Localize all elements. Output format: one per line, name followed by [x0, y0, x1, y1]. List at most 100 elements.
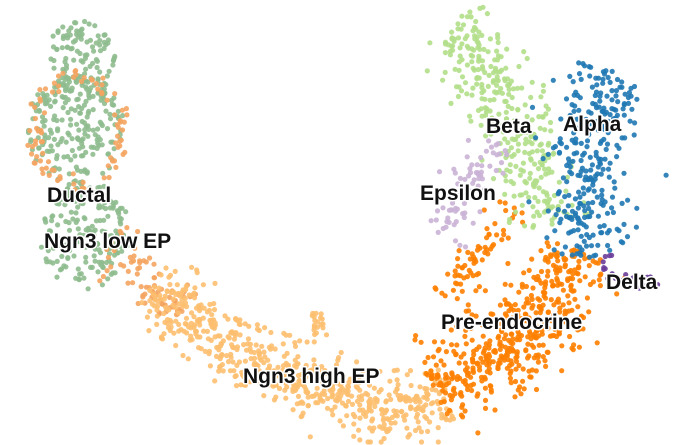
scatter-point: [571, 248, 577, 254]
scatter-point: [314, 385, 320, 391]
scatter-point: [595, 164, 601, 170]
scatter-point: [531, 222, 537, 229]
scatter-point: [176, 328, 182, 334]
scatter-point: [513, 355, 519, 361]
scatter-point: [578, 168, 584, 175]
scatter-point: [143, 284, 149, 290]
scatter-point: [360, 368, 366, 374]
series-pre-endocrine: [412, 199, 628, 436]
scatter-point: [470, 369, 477, 375]
scatter-point: [377, 424, 383, 430]
scatter-point: [607, 79, 613, 85]
scatter-point: [462, 333, 468, 339]
scatter-point: [586, 128, 593, 134]
scatter-point: [290, 386, 296, 392]
scatter-point: [495, 141, 501, 147]
scatter-point: [430, 382, 436, 388]
scatter-point: [618, 239, 624, 245]
scatter-point: [115, 108, 121, 114]
scatter-point: [450, 387, 456, 393]
scatter-point: [78, 271, 84, 277]
scatter-point: [228, 330, 234, 336]
scatter-point: [474, 75, 480, 82]
scatter-point: [523, 136, 529, 142]
scatter-point: [78, 33, 84, 39]
scatter-point: [590, 178, 596, 185]
scatter-point: [526, 328, 533, 335]
scatter-point: [92, 258, 98, 264]
scatter-point: [468, 325, 474, 331]
scatter-point: [455, 93, 461, 100]
scatter-point: [485, 49, 491, 55]
scatter-point: [310, 371, 316, 377]
scatter-point: [427, 419, 433, 425]
scatter-point: [307, 434, 313, 440]
scatter-point: [436, 169, 443, 175]
scatter-point: [87, 186, 93, 192]
scatter-point: [87, 237, 94, 243]
scatter-point: [459, 41, 465, 47]
scatter-point: [462, 36, 468, 42]
scatter-point: [455, 256, 461, 262]
scatter-point: [502, 136, 508, 142]
scatter-point: [81, 215, 87, 221]
scatter-point: [206, 348, 212, 354]
scatter-point: [158, 272, 164, 278]
scatter-point: [511, 137, 517, 143]
scatter-point: [484, 11, 490, 17]
scatter-point: [388, 396, 394, 403]
scatter-point: [498, 160, 505, 166]
scatter-point: [452, 66, 458, 72]
scatter-point: [632, 120, 638, 126]
scatter-point: [81, 75, 87, 81]
scatter-point: [179, 297, 185, 303]
scatter-point: [253, 342, 259, 348]
scatter-point: [519, 284, 526, 290]
scatter-point: [476, 56, 482, 62]
scatter-point: [563, 96, 570, 102]
scatter-point: [345, 392, 351, 398]
scatter-point: [363, 413, 369, 419]
scatter-point: [73, 210, 79, 216]
scatter-point: [488, 311, 494, 317]
scatter-point: [349, 401, 356, 407]
scatter-point: [625, 100, 632, 106]
scatter-point: [474, 393, 480, 399]
scatter-point: [147, 308, 153, 314]
scatter-point: [513, 128, 519, 134]
scatter-point: [533, 135, 539, 141]
scatter-point: [388, 420, 394, 426]
scatter-point: [262, 354, 268, 360]
scatter-point: [367, 396, 373, 402]
scatter-point: [261, 393, 267, 399]
scatter-point: [628, 85, 634, 91]
scatter-point: [584, 138, 591, 144]
scatter-point: [202, 348, 208, 354]
scatter-point: [219, 352, 225, 358]
scatter-point: [574, 270, 580, 276]
scatter-point: [506, 91, 512, 97]
scatter-point: [74, 121, 80, 127]
scatter-point: [357, 402, 363, 408]
scatter-point: [605, 275, 611, 282]
scatter-point: [570, 288, 576, 294]
scatter-point: [80, 179, 86, 185]
scatter-point: [509, 331, 515, 337]
scatter-point: [212, 378, 218, 384]
scatter-point: [200, 282, 206, 288]
scatter-point: [418, 339, 424, 345]
scatter-point: [468, 118, 474, 124]
scatter-point: [45, 248, 51, 254]
scatter-point: [593, 75, 599, 81]
scatter-point: [490, 122, 496, 128]
scatter-point: [506, 308, 512, 314]
scatter-point: [586, 64, 592, 70]
scatter-point: [528, 134, 534, 140]
scatter-point: [108, 264, 114, 270]
scatter-point: [259, 343, 265, 349]
scatter-point: [435, 348, 441, 354]
scatter-point: [196, 304, 202, 310]
scatter-point: [329, 407, 335, 413]
scatter-point: [598, 122, 604, 129]
scatter-point: [304, 339, 310, 345]
